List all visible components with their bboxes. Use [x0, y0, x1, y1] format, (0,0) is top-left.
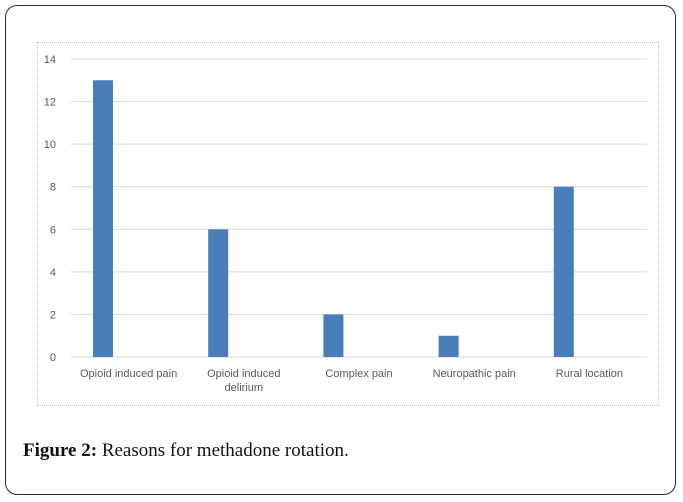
y-tick-label-4: 8 [50, 182, 56, 194]
chart-area: 0 2 4 6 8 10 12 14 Opioid induced pain Opioid ind… [37, 42, 659, 406]
y-tick-label-6: 12 [44, 97, 56, 109]
bar-2 [323, 314, 344, 357]
x-category-label-line: Neuropathic pain [433, 368, 516, 380]
y-tick-label-2: 4 [50, 267, 56, 279]
y-tick-label-0: 0 [50, 352, 56, 364]
bar-0 [93, 80, 113, 358]
x-category-label-2: Complex pain [325, 368, 392, 380]
figure-caption: Figure 2: Reasons for methadone rotation… [23, 440, 349, 462]
x-category-label-4: Rural location [556, 368, 623, 380]
y-tick-label-3: 6 [50, 224, 56, 236]
x-category-label-1: Opioid induced delirium [207, 368, 280, 394]
x-category-label-line: Opioid induced [207, 368, 280, 380]
caption-text: Reasons for methadone rotation. [101, 440, 349, 461]
x-category-label-line: Rural location [556, 368, 623, 380]
y-tick-label-5: 10 [44, 139, 56, 151]
x-category-label-line: Complex pain [325, 368, 392, 380]
x-category-label-line: Opioid induced pain [80, 368, 177, 380]
bar-1 [208, 229, 229, 357]
y-tick-label-7: 14 [44, 54, 56, 66]
x-category-label-line: delirium [225, 382, 264, 394]
x-category-label-3: Neuropathic pain [433, 368, 516, 380]
y-tick-label-1: 2 [50, 309, 56, 321]
bar-chart: 0 2 4 6 8 10 12 14 Opioid induced pain Opioid ind… [44, 54, 647, 394]
bar-4 [553, 186, 574, 357]
bar-3 [438, 335, 459, 357]
x-category-label-0: Opioid induced pain [80, 368, 177, 380]
caption-label: Figure 2: [23, 440, 98, 461]
